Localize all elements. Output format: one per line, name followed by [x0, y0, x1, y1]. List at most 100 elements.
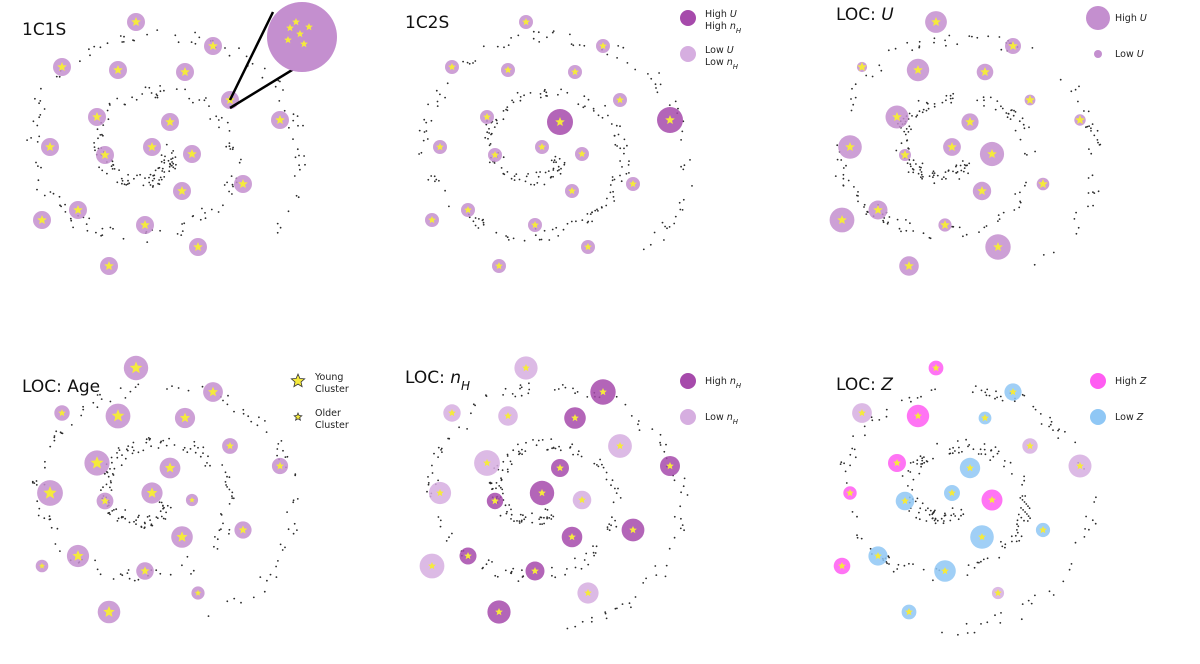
star-marker-icon	[846, 489, 854, 497]
gas-particle-dot	[990, 449, 993, 451]
gas-particle-dot	[996, 396, 998, 399]
gas-particle-dot	[448, 536, 450, 539]
gas-particle-dot	[242, 408, 245, 411]
gas-particle-dot	[205, 97, 207, 99]
star-marker-icon	[531, 221, 539, 229]
gas-particle-dot	[102, 124, 105, 126]
gas-particle-dot	[80, 414, 83, 417]
gas-particle-dot	[933, 103, 936, 105]
gas-particle-dot	[124, 103, 126, 106]
gas-particle-dot	[966, 574, 969, 576]
gas-particle-dot	[1086, 125, 1089, 128]
gas-particle-dot	[155, 93, 158, 96]
gas-particle-dot	[978, 231, 980, 234]
gas-particle-dot	[502, 172, 505, 175]
gas-particle-dot	[1095, 496, 1097, 499]
gas-particle-dot	[918, 511, 920, 514]
gas-particle-dot	[512, 567, 515, 570]
gas-particle-dot	[126, 449, 129, 452]
gas-particle-dot	[615, 395, 618, 398]
gas-particle-dot	[36, 124, 39, 127]
gas-particle-dot	[974, 385, 977, 387]
star-marker-icon	[858, 409, 866, 417]
gas-particle-dot	[952, 92, 955, 95]
gas-particle-dot	[1024, 152, 1026, 155]
gas-particle-dot	[477, 227, 480, 229]
gas-particle-dot	[174, 167, 177, 170]
gas-particle-dot	[908, 396, 911, 399]
star-marker-icon	[226, 441, 234, 450]
gas-particle-dot	[574, 566, 577, 569]
gas-particle-dot	[1091, 123, 1094, 125]
gas-particle-dot	[606, 53, 609, 56]
legend-star-icon	[290, 372, 306, 388]
gas-particle-dot	[1087, 110, 1090, 113]
gas-particle-dot	[279, 543, 282, 546]
gas-particle-dot	[1002, 211, 1005, 214]
gas-particle-dot	[207, 615, 210, 617]
gas-particle-dot	[124, 397, 127, 399]
gas-particle-dot	[934, 518, 937, 520]
gas-particle-dot	[296, 148, 299, 151]
gas-particle-dot	[54, 543, 57, 545]
gas-particle-dot	[276, 454, 278, 457]
gas-particle-dot	[547, 170, 550, 173]
gas-particle-dot	[163, 506, 165, 509]
legend-swatch	[680, 373, 696, 389]
gas-particle-dot	[1088, 125, 1090, 127]
gas-particle-dot	[1025, 503, 1028, 505]
gas-particle-dot	[265, 431, 268, 433]
gas-particle-dot	[287, 210, 290, 213]
gas-particle-dot	[64, 203, 66, 206]
gas-particle-dot	[532, 439, 534, 441]
gas-particle-dot	[482, 223, 485, 226]
gas-particle-dot	[485, 395, 488, 397]
gas-particle-dot	[488, 127, 490, 130]
gas-particle-dot	[550, 159, 553, 162]
gas-particle-dot	[216, 548, 219, 550]
gas-particle-dot	[856, 536, 859, 539]
star-marker-icon	[892, 112, 902, 121]
gas-particle-dot	[982, 558, 985, 561]
gas-particle-dot	[954, 450, 956, 452]
gas-particle-dot	[240, 158, 242, 161]
gas-particle-dot	[546, 449, 548, 451]
star-marker-icon	[599, 42, 607, 50]
gas-particle-dot	[99, 573, 102, 576]
gas-particle-dot	[932, 174, 935, 177]
gas-particle-dot	[203, 99, 206, 102]
gas-particle-dot	[932, 579, 934, 582]
gas-particle-dot	[93, 142, 95, 144]
gas-particle-dot	[563, 163, 566, 166]
gas-particle-dot	[850, 109, 853, 112]
gas-particle-dot	[606, 526, 609, 528]
gas-particle-dot	[943, 520, 945, 522]
gas-particle-dot	[520, 520, 523, 523]
gas-particle-dot	[951, 225, 954, 228]
gas-particle-dot	[104, 472, 106, 475]
gas-particle-dot	[583, 44, 586, 47]
gas-particle-dot	[169, 162, 171, 165]
gas-particle-dot	[86, 229, 89, 232]
gas-particle-dot	[554, 155, 557, 158]
gas-particle-dot	[1098, 144, 1101, 146]
gas-particle-dot	[282, 449, 284, 452]
gas-particle-dot	[513, 520, 515, 522]
gas-particle-dot	[552, 447, 555, 449]
gas-particle-dot	[201, 385, 204, 388]
star-marker-icon	[100, 496, 110, 505]
gas-particle-dot	[933, 37, 936, 40]
gas-particle-dot	[535, 444, 538, 447]
gas-particle-dot	[515, 173, 518, 176]
gas-particle-dot	[566, 568, 568, 570]
gas-particle-dot	[1018, 539, 1021, 542]
gas-particle-dot	[162, 439, 165, 442]
star-marker-icon	[180, 67, 190, 76]
gas-particle-dot	[124, 457, 127, 460]
gas-particle-dot	[157, 447, 160, 449]
legend-label: Low nH	[705, 57, 739, 71]
gas-particle-dot	[571, 443, 574, 446]
gas-particle-dot	[919, 507, 922, 510]
